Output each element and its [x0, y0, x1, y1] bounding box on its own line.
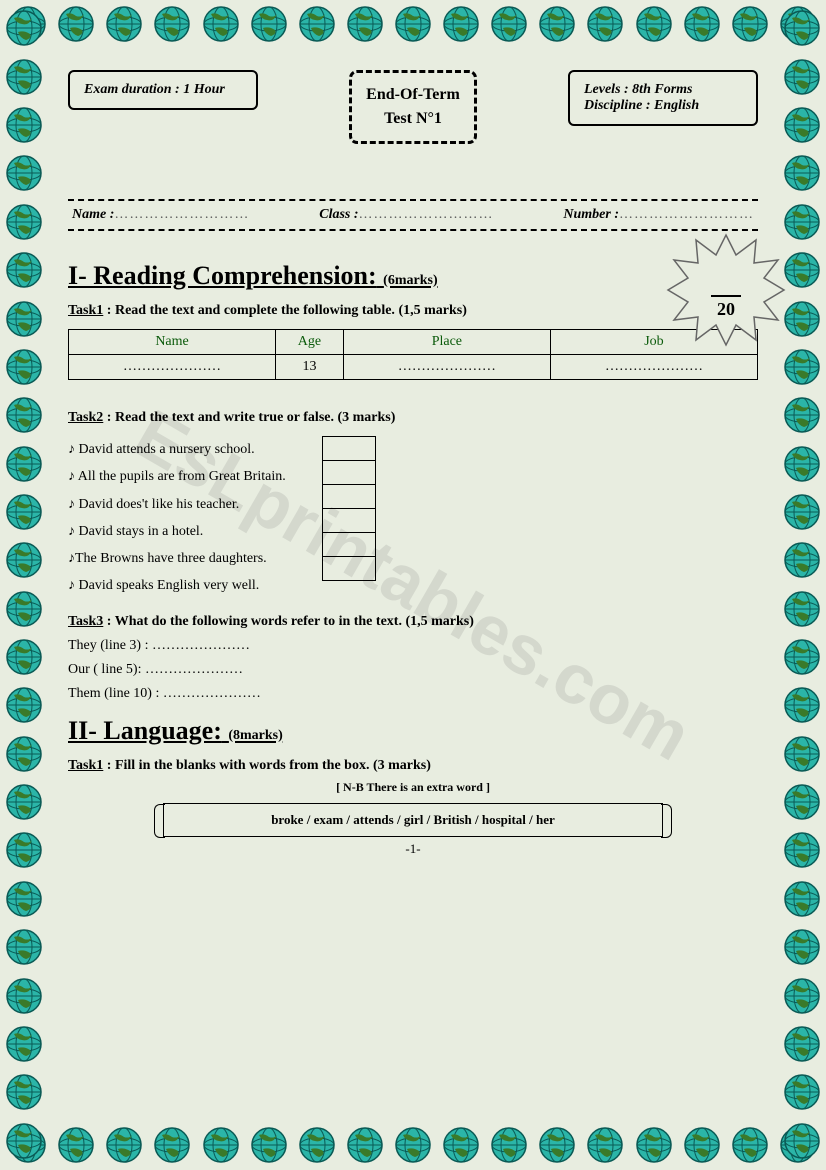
table-header-row: Name Age Place Job: [69, 330, 758, 355]
levels: Levels : 8th Forms: [584, 82, 742, 98]
student-info-row: Name :……………………… Class :……………………… Number …: [68, 199, 758, 231]
tf-item: ♪ David does't like his teacher.: [68, 491, 286, 518]
task1-line: Task1 : Read the text and complete the f…: [68, 303, 758, 319]
tf-box: [322, 532, 376, 557]
ref-they: They (line 3) : …………………: [68, 638, 758, 654]
class-field: Class :………………………: [319, 207, 493, 223]
tf-box: [322, 484, 376, 509]
title-l2: Test N°1: [366, 107, 460, 131]
tf-item: ♪ All the pupils are from Great Britain.: [68, 463, 286, 490]
exam-duration-box: Exam duration : 1 Hour: [68, 70, 258, 110]
section1-heading: I- Reading Comprehension: (6marks): [68, 261, 758, 291]
ref-them: Them (line 10) : …………………: [68, 686, 758, 702]
col-name: Name: [69, 330, 276, 355]
col-place: Place: [343, 330, 550, 355]
word-bank: broke / exam / attends / girl / British …: [163, 803, 663, 837]
tf-item: ♪ David attends a nursery school.: [68, 436, 286, 463]
cell-place: …………………: [343, 355, 550, 380]
score-divider: [711, 295, 741, 297]
lang-task1-line: Task1 : Fill in the blanks with words fr…: [68, 758, 758, 774]
cell-name: …………………: [69, 355, 276, 380]
page-number: -1-: [68, 841, 758, 857]
tf-item: ♪The Browns have three daughters.: [68, 545, 286, 572]
task2-line: Task2 : Read the text and write true or …: [68, 410, 758, 426]
ref-our: Our ( line 5): …………………: [68, 662, 758, 678]
score-box: 20: [706, 272, 746, 320]
name-field: Name :………………………: [72, 207, 249, 223]
tf-box: [322, 556, 376, 581]
header-row: Exam duration : 1 Hour End-Of-Term Test …: [68, 70, 758, 144]
tf-statements: ♪ David attends a nursery school. ♪ All …: [68, 436, 286, 600]
title-l1: End-Of-Term: [366, 83, 460, 107]
exam-duration: Exam duration : 1 Hour: [84, 82, 225, 97]
page-content: Exam duration : 1 Hour End-Of-Term Test …: [50, 50, 776, 1119]
nb-note: [ N-B There is an extra word ]: [68, 780, 758, 795]
tf-box: [322, 436, 376, 461]
task3-line: Task3 : What do the following words refe…: [68, 614, 758, 630]
score-total: 20: [706, 299, 746, 320]
title-box: End-Of-Term Test N°1: [349, 70, 477, 144]
tf-box: [322, 508, 376, 533]
number-field: Number :………………………: [563, 207, 754, 223]
col-age: Age: [276, 330, 344, 355]
cell-job: …………………: [550, 355, 757, 380]
cell-age: 13: [276, 355, 344, 380]
tf-item: ♪ David stays in a hotel.: [68, 518, 286, 545]
discipline: Discipline : English: [584, 98, 742, 114]
task1-table: Name Age Place Job ………………… 13 ………………… ………: [68, 329, 758, 380]
tf-box: [322, 460, 376, 485]
tf-answer-boxes: [322, 436, 376, 600]
level-box: Levels : 8th Forms Discipline : English: [568, 70, 758, 126]
score-blank: [706, 272, 746, 293]
tf-item: ♪ David speaks English very well.: [68, 572, 286, 599]
true-false-wrap: ♪ David attends a nursery school. ♪ All …: [68, 436, 758, 600]
table-data-row: ………………… 13 ………………… …………………: [69, 355, 758, 380]
section2-heading: II- Language: (8marks): [68, 716, 758, 746]
